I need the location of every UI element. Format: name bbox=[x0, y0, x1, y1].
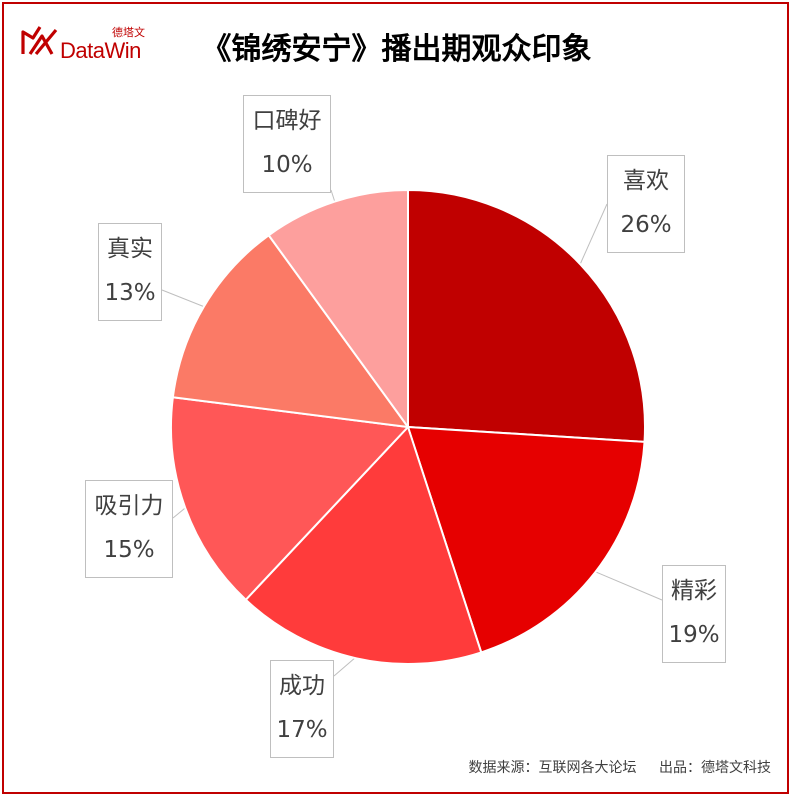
slice-percent-label: 13% bbox=[104, 280, 156, 306]
producer-note: 出品：德塔文科技 bbox=[659, 760, 771, 776]
datawin-logo-icon bbox=[21, 26, 58, 56]
slice-percent-label: 10% bbox=[261, 152, 313, 178]
chart-title: 《锦绣安宁》播出期观众印象 bbox=[201, 32, 592, 67]
pie-slice-5 bbox=[171, 233, 411, 429]
leader-line-1 bbox=[578, 203, 608, 267]
data-label-1: 喜欢 26% bbox=[607, 155, 685, 253]
pie-slice-1 bbox=[407, 188, 646, 443]
slice-percent-label: 17% bbox=[276, 717, 328, 743]
logo-brand-en: DataWin bbox=[60, 38, 141, 63]
data-label-4: 吸引力 15% bbox=[85, 480, 173, 578]
pie-slice-3 bbox=[244, 425, 483, 665]
slice-name-label: 吸引力 bbox=[94, 493, 164, 519]
slice-name-label: 喜欢 bbox=[623, 168, 669, 194]
slice-percent-label: 19% bbox=[668, 622, 720, 648]
pie-slice-4 bbox=[170, 396, 411, 602]
slice-percent-label: 15% bbox=[103, 537, 155, 563]
slice-name-label: 口碑好 bbox=[252, 108, 322, 134]
data-source-note: 数据来源：互联网各大论坛 bbox=[468, 760, 637, 776]
leader-line-2 bbox=[593, 570, 663, 601]
logo-brand-cn: 德塔文 bbox=[112, 26, 145, 39]
data-label-2: 精彩 19% bbox=[662, 565, 726, 663]
slice-percent-label: 26% bbox=[620, 212, 672, 238]
data-label-5: 真实 13% bbox=[98, 223, 162, 321]
data-label-3: 成功 17% bbox=[270, 660, 334, 758]
pie-slice-6 bbox=[267, 188, 409, 431]
leader-line-3 bbox=[333, 655, 358, 677]
data-label-6: 口碑好 10% bbox=[243, 95, 331, 193]
leader-line-5 bbox=[161, 289, 206, 308]
pie-slice-2 bbox=[406, 425, 646, 654]
footer: 数据来源：互联网各大论坛 出品：德塔文科技 bbox=[451, 757, 771, 777]
slice-name-label: 真实 bbox=[107, 236, 153, 262]
slice-name-label: 成功 bbox=[279, 673, 325, 699]
slice-name-label: 精彩 bbox=[671, 578, 717, 604]
